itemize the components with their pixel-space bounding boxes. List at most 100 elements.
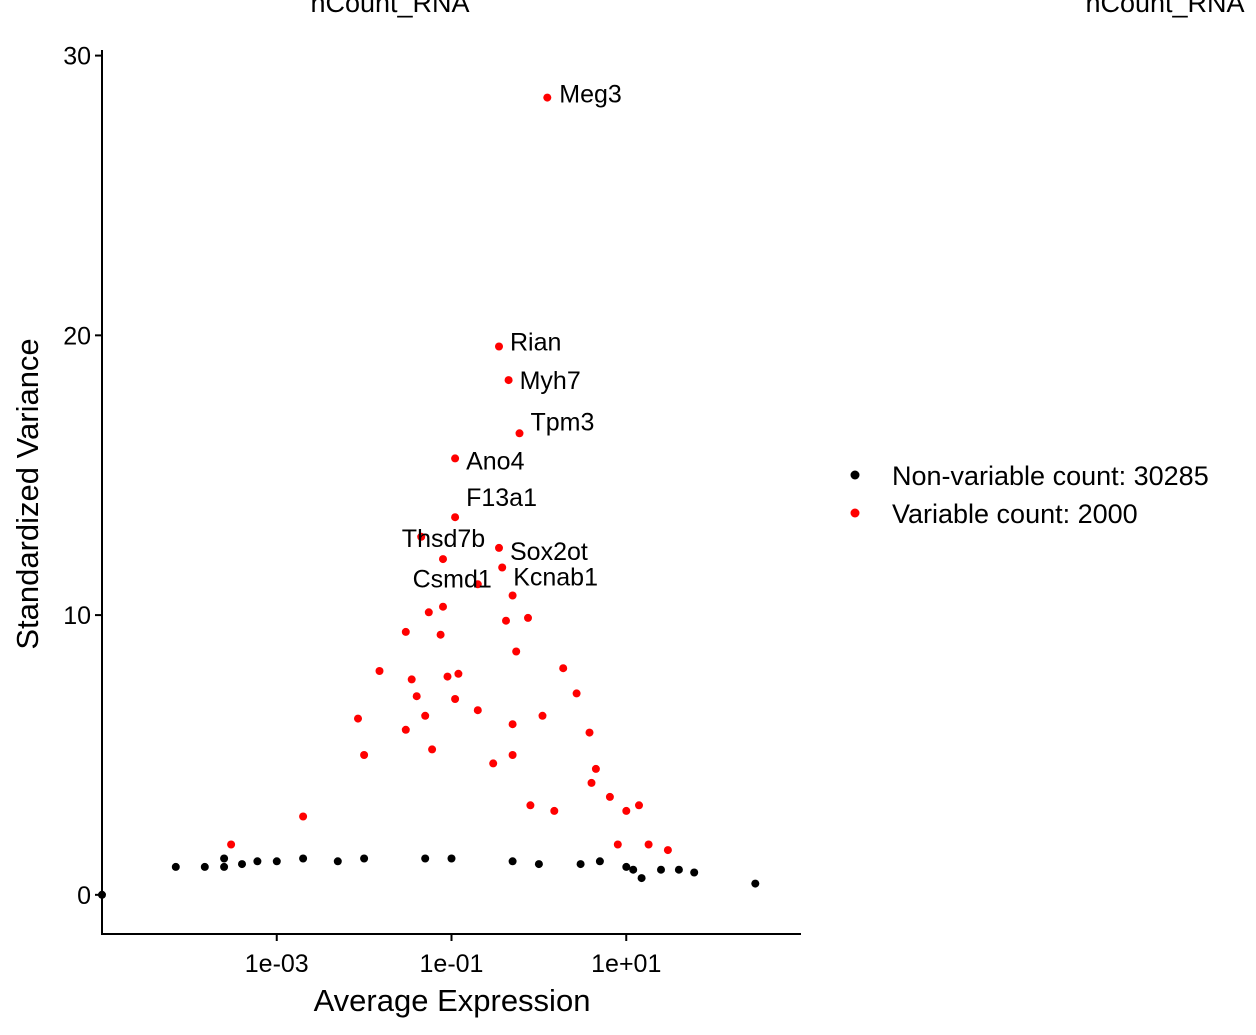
nonvariable-point-14 <box>534 860 543 869</box>
variable-point-46 <box>526 801 535 810</box>
x-tick-label: 1e+01 <box>591 950 661 978</box>
variable-point-16 <box>401 627 410 636</box>
x-tick-label: 1e-03 <box>245 950 309 978</box>
nonvariable-point-11 <box>421 854 430 863</box>
nonvariable-point-5 <box>238 860 246 869</box>
scatter-points <box>98 93 760 899</box>
variable-point-20 <box>375 667 384 675</box>
variable-point-12 <box>439 602 447 611</box>
gene-label-meg3: Meg3 <box>559 81 622 109</box>
variable-point-15 <box>524 613 532 622</box>
variable-point-29 <box>473 706 482 715</box>
nonvariable-point-18 <box>629 865 638 874</box>
variable-point-34 <box>591 764 600 773</box>
variable-point-38 <box>587 778 596 787</box>
variable-point-2 <box>504 376 513 385</box>
nonvariable-point-12 <box>447 854 456 863</box>
variable-point-45 <box>508 751 517 759</box>
variable-point-42 <box>663 846 672 855</box>
variable-point-37 <box>489 759 498 768</box>
gene-label-csmd1: Csmd1 <box>413 565 492 593</box>
variable-point-35 <box>360 751 369 759</box>
variable-point-48 <box>613 840 622 849</box>
variable-point-17 <box>436 630 445 639</box>
nonvariable-point-3 <box>220 862 229 871</box>
nonvariable-point-6 <box>253 857 262 866</box>
variable-point-28 <box>421 711 430 720</box>
variable-point-26 <box>451 695 460 703</box>
chart-title-right: nCount_RNA <box>1085 0 1244 18</box>
variable-point-41 <box>635 801 643 810</box>
variable-point-6 <box>417 532 426 541</box>
variable-point-10 <box>473 580 482 589</box>
variable-point-4 <box>451 454 460 463</box>
variable-point-43 <box>227 840 236 849</box>
nonvariable-point-16 <box>595 857 604 866</box>
legend: Non-variable count: 30285 Variable count… <box>850 461 1209 529</box>
nonvariable-point-9 <box>333 857 342 866</box>
nonvariable-point-10 <box>360 854 369 863</box>
y-axis-label: Standardized Variance <box>10 338 45 649</box>
nonvariable-point-2 <box>200 862 209 871</box>
gene-label-ano4: Ano4 <box>466 447 524 475</box>
nonvariable-point-4 <box>220 854 229 863</box>
variable-point-1 <box>495 342 503 351</box>
nonvariable-point-7 <box>272 857 281 866</box>
nonvariable-point-1 <box>171 862 180 871</box>
variable-point-0 <box>543 93 552 102</box>
variable-point-24 <box>572 689 581 698</box>
x-axis-label: Average Expression <box>314 983 591 1018</box>
variable-point-14 <box>502 616 510 625</box>
variable-point-23 <box>454 669 463 678</box>
gene-label-rian: Rian <box>510 329 561 357</box>
variable-point-47 <box>550 806 559 815</box>
y-tick-label: 0 <box>77 882 91 910</box>
gene-label-tpm3: Tpm3 <box>531 408 595 436</box>
y-tick-label: 10 <box>63 602 91 630</box>
variable-point-18 <box>559 664 568 673</box>
variable-point-33 <box>508 720 517 729</box>
gene-label-f13a1: F13a1 <box>466 484 537 512</box>
variable-point-9 <box>498 563 507 572</box>
nonvariable-point-13 <box>508 857 517 866</box>
legend-label-nonvariable: Non-variable count: 30285 <box>892 461 1209 491</box>
nonvariable-point-19 <box>637 874 646 883</box>
nonvariable-point-21 <box>674 865 683 874</box>
variable-point-31 <box>585 728 594 737</box>
gene-label-kcnab1: Kcnab1 <box>513 564 598 592</box>
variable-point-13 <box>424 608 433 617</box>
variable-point-5 <box>451 513 460 522</box>
variable-point-36 <box>428 745 437 754</box>
variable-point-40 <box>622 806 631 815</box>
variable-point-19 <box>512 647 521 656</box>
x-tick-label: 1e-01 <box>420 950 484 978</box>
variable-point-32 <box>401 725 410 734</box>
variable-point-44 <box>299 812 308 821</box>
variable-point-11 <box>508 591 517 600</box>
legend-marker-nonvariable <box>850 470 860 480</box>
variable-point-27 <box>354 714 362 723</box>
gene-label-myh7: Myh7 <box>520 367 581 395</box>
variable-point-8 <box>439 555 447 564</box>
nonvariable-point-23 <box>751 879 760 888</box>
y-tick-label: 30 <box>63 43 91 71</box>
variable-point-39 <box>605 792 614 801</box>
y-axis-ticks: 0 10 20 30 <box>63 43 102 910</box>
gene-label-sox2ot: Sox2ot <box>510 538 588 566</box>
nonvariable-point-22 <box>690 868 699 877</box>
gene-label-thsd7b: Thsd7b <box>402 525 485 553</box>
variable-point-30 <box>538 711 547 720</box>
variable-point-21 <box>407 675 416 684</box>
variable-point-7 <box>495 543 503 552</box>
variable-point-49 <box>644 840 653 849</box>
nonvariable-point-17 <box>622 862 631 871</box>
nonvariable-point-8 <box>299 854 308 863</box>
nonvariable-point-15 <box>576 860 585 869</box>
chart-title-left: nCount_RNA <box>310 0 469 18</box>
nonvariable-point-20 <box>657 865 665 874</box>
variable-point-22 <box>443 672 452 681</box>
legend-label-variable: Variable count: 2000 <box>892 499 1138 529</box>
x-axis-ticks: 1e-03 1e-01 1e+01 <box>245 934 661 978</box>
variable-point-25 <box>412 692 421 701</box>
